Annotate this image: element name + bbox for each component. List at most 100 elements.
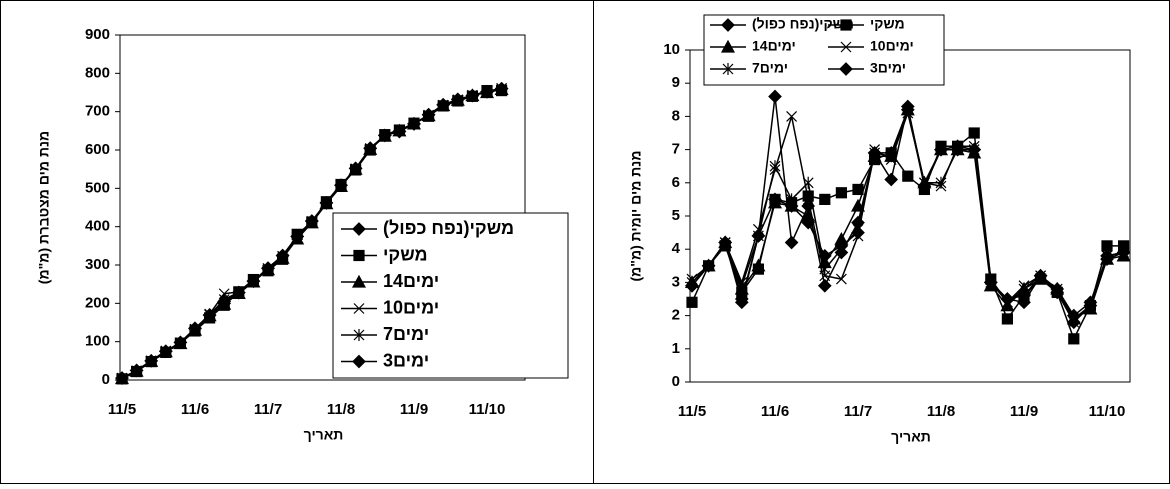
marker xyxy=(950,142,965,157)
marker xyxy=(819,263,831,276)
y-tick-label: 9 xyxy=(672,74,680,91)
plot-area xyxy=(689,49,1131,383)
legend-label: 3ימים xyxy=(870,60,906,76)
x-tick-label: 11/8 xyxy=(327,401,355,418)
marker xyxy=(751,258,766,272)
marker xyxy=(1033,268,1048,283)
legend-label: 10ימים xyxy=(383,297,439,317)
marker xyxy=(817,278,832,293)
legend-marker xyxy=(721,18,735,32)
y-tick-label: 700 xyxy=(85,103,110,120)
x-tick-label: 11/6 xyxy=(761,403,789,420)
x-tick-label: 11/9 xyxy=(1010,403,1038,420)
marker xyxy=(1066,308,1081,323)
legend-label: משקי xyxy=(870,16,905,32)
legend-label: 10ימים xyxy=(870,38,914,54)
marker xyxy=(421,107,436,122)
marker xyxy=(261,261,275,276)
marker xyxy=(1083,295,1098,310)
marker xyxy=(480,84,494,99)
y-tick-label: 10 xyxy=(663,41,680,58)
marker xyxy=(436,97,451,112)
x-axis-label: תאריך xyxy=(304,427,344,443)
legend-marker xyxy=(353,329,365,341)
legend-box xyxy=(332,212,569,379)
marker xyxy=(768,192,782,207)
y-tick-label: 500 xyxy=(85,179,110,196)
marker xyxy=(334,178,348,193)
marker xyxy=(188,321,202,336)
legend-label: 3ימים xyxy=(383,350,429,370)
marker xyxy=(144,353,159,368)
marker xyxy=(884,146,899,160)
x-tick-label: 11/5 xyxy=(678,403,706,420)
x-axis-label: תאריך xyxy=(891,429,931,445)
marker xyxy=(377,128,392,143)
marker xyxy=(851,225,865,240)
x-tick-label: 11/10 xyxy=(469,401,506,418)
marker xyxy=(1116,245,1131,260)
marker xyxy=(983,275,998,290)
legend-label: משקי(נפח כפול) xyxy=(752,16,854,32)
marker xyxy=(319,196,334,210)
marker xyxy=(834,239,849,253)
marker xyxy=(718,235,733,250)
legend-marker xyxy=(352,354,366,369)
marker xyxy=(902,170,914,182)
legend-label: 7ימים xyxy=(383,324,429,344)
marker xyxy=(158,344,173,359)
marker xyxy=(900,102,915,117)
legend-label: 14ימים xyxy=(383,271,439,291)
y-tick-label: 6 xyxy=(672,174,680,191)
y-tick-label: 3 xyxy=(672,273,680,290)
marker xyxy=(363,141,378,156)
legend-marker xyxy=(353,249,365,262)
marker xyxy=(769,160,781,173)
marker xyxy=(784,235,799,250)
legend-marker xyxy=(720,39,736,53)
y-axis-label: מנת מים יומית (מ"מ) xyxy=(628,150,644,281)
marker xyxy=(129,363,144,378)
y-tick-label: 900 xyxy=(85,26,110,43)
marker xyxy=(465,88,480,103)
x-tick-label: 11/6 xyxy=(181,401,209,418)
legend-marker xyxy=(839,62,853,76)
x-tick-label: 11/7 xyxy=(254,401,282,418)
x-tick-label: 11/5 xyxy=(108,401,136,418)
y-tick-label: 5 xyxy=(672,207,680,224)
marker xyxy=(1017,288,1031,303)
marker xyxy=(751,229,766,243)
y-tick-label: 2 xyxy=(672,307,680,324)
marker xyxy=(407,117,421,131)
marker xyxy=(701,258,716,273)
marker xyxy=(835,187,848,199)
legend-marker xyxy=(351,274,367,288)
marker xyxy=(917,179,932,193)
marker xyxy=(1050,282,1065,296)
x-tick-label: 11/9 xyxy=(400,401,428,418)
marker xyxy=(967,142,982,157)
legend-box xyxy=(703,14,945,86)
marker xyxy=(392,124,407,139)
marker xyxy=(290,229,305,244)
legend-label: משקי xyxy=(383,244,428,264)
y-tick-label: 0 xyxy=(672,373,680,390)
x-tick-label: 11/7 xyxy=(844,403,872,420)
legend-label: 14ימים xyxy=(752,38,796,54)
legend-marker xyxy=(352,222,366,236)
marker xyxy=(1001,313,1014,325)
marker xyxy=(686,296,698,308)
marker xyxy=(304,214,319,229)
marker xyxy=(734,292,749,306)
x-tick-label: 11/8 xyxy=(927,403,955,420)
y-tick-label: 200 xyxy=(85,294,110,311)
y-axis-label: מנת מים מצטברת (מ"מ) xyxy=(36,131,52,284)
marker xyxy=(685,278,699,293)
marker xyxy=(173,335,188,350)
marker xyxy=(275,248,290,263)
marker xyxy=(867,146,882,160)
marker xyxy=(494,81,509,96)
y-tick-label: 8 xyxy=(672,107,680,124)
